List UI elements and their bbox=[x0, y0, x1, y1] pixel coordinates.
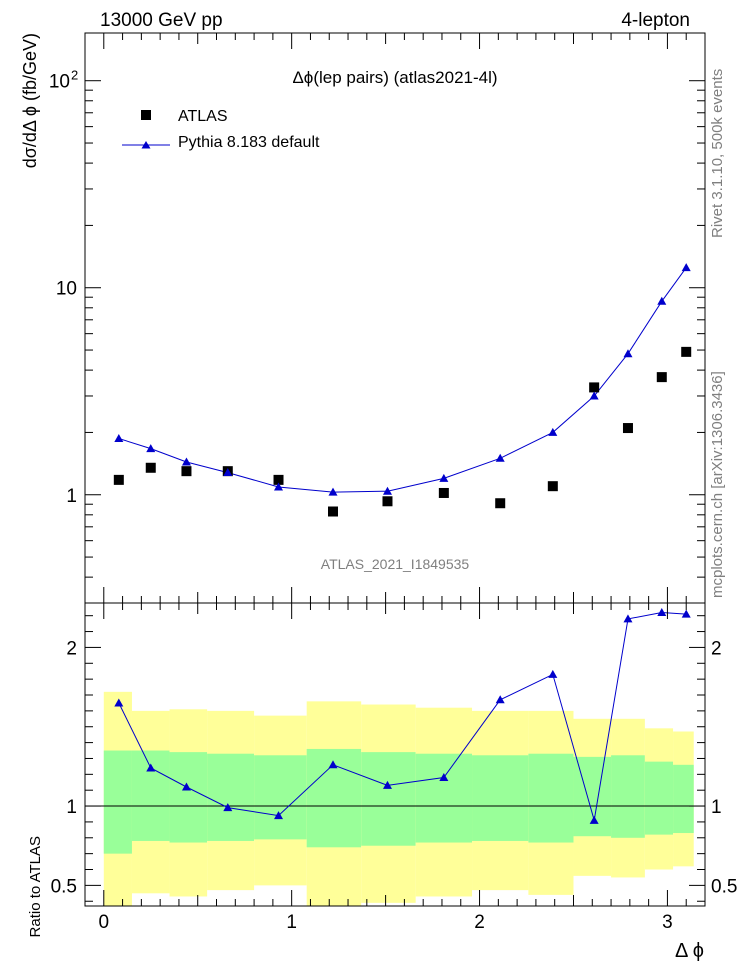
pythia-point bbox=[657, 296, 667, 305]
energy-label: 13000 GeV pp bbox=[100, 10, 223, 31]
pythia-line bbox=[118, 267, 687, 493]
ratio-frame bbox=[84, 602, 706, 907]
atlas-point bbox=[328, 506, 338, 517]
pythia-point bbox=[114, 433, 124, 442]
atlas-point bbox=[681, 346, 692, 357]
atlas-point bbox=[438, 487, 449, 498]
legend-pythia-label: Pythia 8.183 default bbox=[178, 134, 320, 151]
pythia-point bbox=[681, 263, 691, 272]
x-axis-label: Δ ϕ bbox=[675, 940, 704, 962]
main-y-tick-label-exponent: 2 bbox=[71, 68, 78, 83]
x-tick-label: 2 bbox=[474, 912, 485, 933]
atlas-point bbox=[589, 382, 600, 393]
ratio-pythia-point bbox=[495, 695, 505, 704]
ratio-pythia-point bbox=[439, 773, 449, 782]
atlas-point bbox=[181, 466, 192, 477]
main-y-tick-label: 10 bbox=[56, 279, 77, 300]
ratio-y-axis-label: Ratio to ATLAS bbox=[27, 836, 44, 937]
main-y-tick-label: 10 bbox=[49, 72, 70, 93]
ratio-inner-band bbox=[415, 753, 473, 843]
ratio-axis-ticks: 0.5 0.5 1 1 2 2 0 1 2 3 bbox=[51, 603, 737, 933]
ratio-inner-band bbox=[673, 764, 694, 834]
atlas-point bbox=[622, 423, 633, 434]
ratio-inner-band bbox=[472, 755, 529, 841]
x-tick-label: 3 bbox=[662, 912, 673, 933]
legend-atlas-label: ATLAS bbox=[178, 108, 228, 125]
ratio-pythia-point bbox=[181, 782, 191, 791]
ratio-bands bbox=[103, 691, 694, 906]
ratio-pythia-point bbox=[623, 614, 633, 623]
atlas-point bbox=[113, 474, 124, 485]
ratio-inner-band bbox=[169, 752, 208, 843]
atlas-point bbox=[656, 372, 667, 383]
ratio-marks bbox=[85, 608, 705, 824]
ratio-pythia-point bbox=[657, 608, 667, 617]
atlas-point bbox=[382, 496, 393, 507]
x-tick-label: 0 bbox=[98, 912, 109, 933]
analysis-watermark: ATLAS_2021_I1849535 bbox=[321, 556, 470, 572]
legend-pythia-marker bbox=[141, 141, 151, 149]
pythia-point bbox=[181, 457, 191, 466]
pythia-point bbox=[623, 349, 633, 358]
mcplots-label: mcplots.cern.ch [arXiv:1306.3436] bbox=[709, 371, 726, 598]
ratio-pythia-point bbox=[274, 811, 284, 820]
main-title: Δϕ(lep pairs) (atlas2021-4l) bbox=[292, 68, 497, 87]
legend: ATLAS Pythia 8.183 default bbox=[122, 108, 320, 151]
ratio-inner-band bbox=[103, 750, 132, 854]
ratio-pythia-point bbox=[114, 698, 124, 707]
ratio-y-tick-label: 1 bbox=[66, 797, 77, 818]
ratio-y-tick-label-right: 2 bbox=[711, 638, 722, 659]
rivet-label: Rivet 3.1.10, 500k events bbox=[709, 69, 726, 238]
ratio-inner-band bbox=[207, 753, 255, 841]
pythia-point bbox=[328, 487, 338, 496]
main-y-tick-label: 1 bbox=[66, 486, 77, 507]
ratio-inner-band bbox=[528, 753, 574, 843]
ratio-pythia-point bbox=[328, 760, 338, 769]
ratio-pythia-point bbox=[681, 609, 691, 618]
ratio-pythia-point bbox=[548, 669, 558, 678]
ratio-y-tick-label: 0.5 bbox=[51, 876, 77, 897]
atlas-point bbox=[547, 481, 558, 492]
ratio-panel: 0.5 0.5 1 1 2 2 0 1 2 3 Ratio to ATLAS Δ ϕ bbox=[27, 602, 737, 962]
ratio-y-tick-label-right: 0.5 bbox=[711, 876, 737, 897]
ratio-inner-band bbox=[361, 752, 416, 846]
ratio-y-tick-label: 2 bbox=[66, 638, 77, 659]
x-tick-label: 1 bbox=[286, 912, 297, 933]
pythia-point bbox=[146, 444, 156, 453]
atlas-point bbox=[273, 474, 284, 485]
atlas-point bbox=[495, 498, 506, 509]
ratio-inner-band bbox=[644, 761, 674, 835]
ratio-pythia-point bbox=[382, 780, 392, 789]
ratio-y-tick-label-right: 1 bbox=[711, 797, 722, 818]
ratio-pythia-point bbox=[589, 815, 599, 824]
pythia-point bbox=[589, 391, 599, 400]
atlas-point bbox=[145, 462, 156, 473]
ratio-pythia-line bbox=[118, 611, 687, 821]
main-marks bbox=[113, 263, 692, 517]
ratio-pythia-point bbox=[146, 763, 156, 772]
pythia-point bbox=[495, 453, 505, 462]
legend-atlas-marker bbox=[141, 110, 151, 120]
pythia-point bbox=[382, 486, 392, 495]
pythia-point bbox=[548, 427, 558, 436]
ratio-inner-band bbox=[611, 755, 645, 838]
process-label: 4-lepton bbox=[621, 10, 690, 31]
ratio-pythia-point bbox=[223, 803, 233, 812]
pythia-point bbox=[274, 482, 284, 491]
main-y-axis-label: dσ/dΔ ϕ (fb/GeV) bbox=[20, 33, 40, 168]
pythia-point bbox=[223, 468, 233, 477]
pythia-point bbox=[439, 473, 449, 482]
